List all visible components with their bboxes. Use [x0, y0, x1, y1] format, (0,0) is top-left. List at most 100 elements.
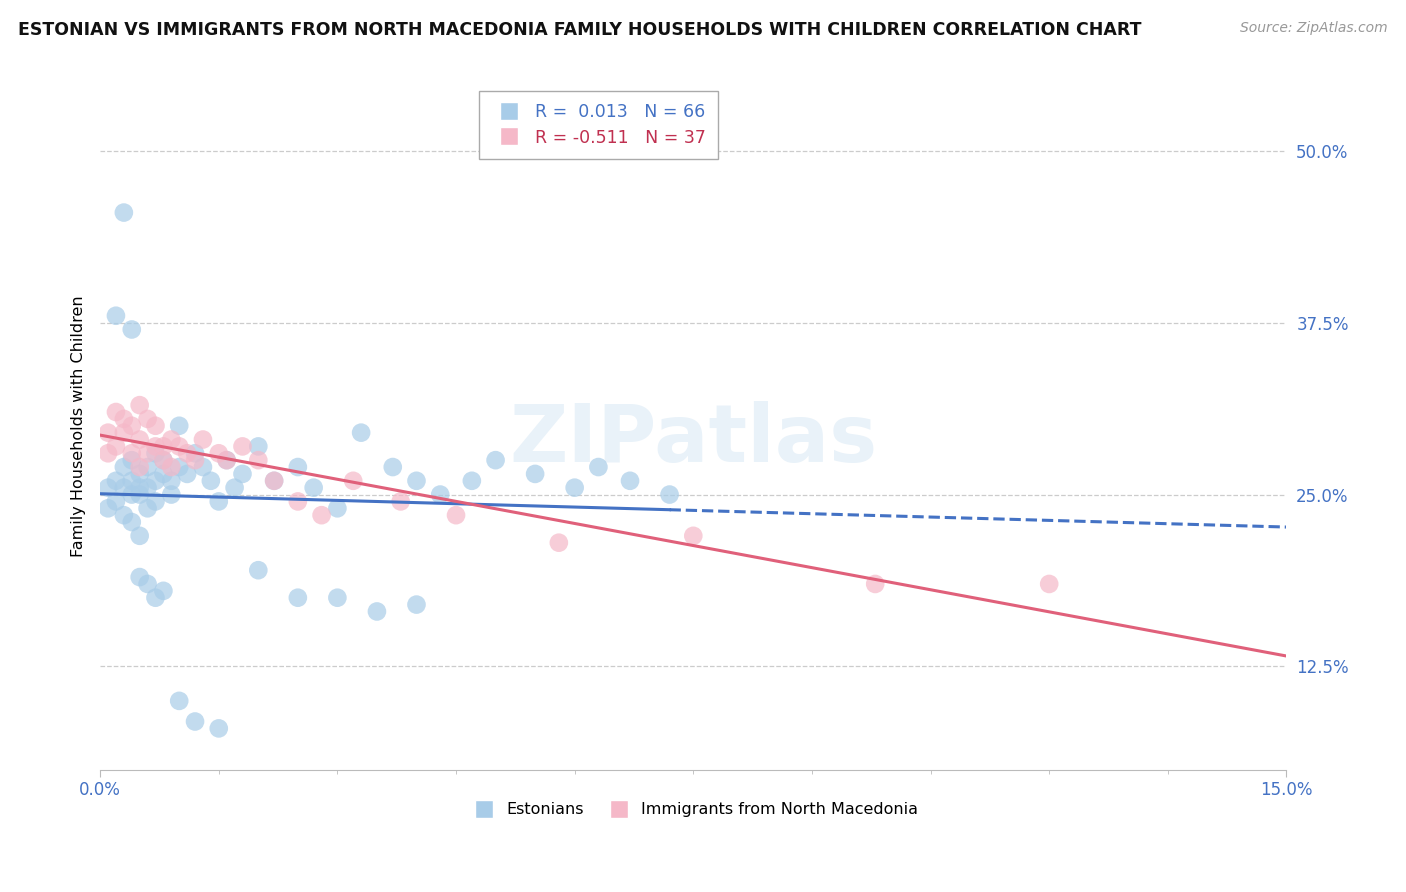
Point: [588, 460, 610, 475]
Point: [302, 481, 325, 495]
Point: [287, 494, 309, 508]
Point: [145, 494, 167, 508]
Point: [121, 453, 143, 467]
Point: [121, 418, 143, 433]
Point: [136, 481, 159, 495]
Point: [484, 453, 506, 467]
Y-axis label: Family Households with Children: Family Households with Children: [72, 295, 86, 557]
Point: [191, 433, 214, 447]
Point: [136, 412, 159, 426]
Point: [128, 529, 150, 543]
Point: [97, 481, 120, 495]
Point: [547, 535, 569, 549]
Point: [160, 460, 183, 475]
Point: [231, 439, 253, 453]
Point: [287, 591, 309, 605]
Point: [215, 453, 238, 467]
Point: [326, 591, 349, 605]
Point: [97, 501, 120, 516]
Point: [136, 446, 159, 460]
Point: [121, 322, 143, 336]
Point: [208, 446, 231, 460]
Point: [247, 439, 270, 453]
Point: [184, 714, 207, 729]
Point: [1038, 577, 1060, 591]
Point: [104, 405, 127, 419]
Point: [104, 494, 127, 508]
Point: [350, 425, 373, 440]
Point: [152, 453, 174, 467]
Point: [263, 474, 285, 488]
Point: [366, 605, 388, 619]
Point: [145, 439, 167, 453]
Point: [247, 563, 270, 577]
Point: [247, 453, 270, 467]
Point: [128, 481, 150, 495]
Point: [97, 446, 120, 460]
Point: [136, 460, 159, 475]
Point: [136, 501, 159, 516]
Point: [136, 577, 159, 591]
Point: [104, 309, 127, 323]
Point: [160, 474, 183, 488]
Point: [311, 508, 333, 523]
Point: [208, 494, 231, 508]
Legend: Estonians, Immigrants from North Macedonia: Estonians, Immigrants from North Macedon…: [461, 796, 925, 823]
Point: [121, 474, 143, 488]
Point: [112, 460, 135, 475]
Point: [97, 425, 120, 440]
Point: [263, 474, 285, 488]
Point: [389, 494, 412, 508]
Point: [112, 508, 135, 523]
Point: [167, 460, 190, 475]
Point: [145, 446, 167, 460]
Point: [287, 460, 309, 475]
Point: [405, 474, 427, 488]
Point: [184, 446, 207, 460]
Point: [121, 446, 143, 460]
Point: [145, 474, 167, 488]
Point: [342, 474, 364, 488]
Point: [167, 439, 190, 453]
Point: [112, 205, 135, 219]
Point: [167, 418, 190, 433]
Point: [128, 433, 150, 447]
Point: [112, 425, 135, 440]
Point: [128, 570, 150, 584]
Point: [128, 467, 150, 481]
Point: [176, 446, 198, 460]
Point: [152, 439, 174, 453]
Text: ESTONIAN VS IMMIGRANTS FROM NORTH MACEDONIA FAMILY HOUSEHOLDS WITH CHILDREN CORR: ESTONIAN VS IMMIGRANTS FROM NORTH MACEDO…: [18, 21, 1142, 38]
Point: [208, 722, 231, 736]
Point: [200, 474, 222, 488]
Point: [104, 439, 127, 453]
Point: [381, 460, 404, 475]
Point: [152, 453, 174, 467]
Point: [524, 467, 547, 481]
Point: [112, 481, 135, 495]
Point: [184, 453, 207, 467]
Point: [121, 487, 143, 501]
Text: ZIPatlas: ZIPatlas: [509, 401, 877, 478]
Point: [176, 467, 198, 481]
Point: [112, 412, 135, 426]
Point: [863, 577, 886, 591]
Point: [152, 583, 174, 598]
Point: [128, 460, 150, 475]
Point: [224, 481, 246, 495]
Point: [160, 433, 183, 447]
Point: [444, 508, 467, 523]
Point: [128, 398, 150, 412]
Point: [145, 591, 167, 605]
Point: [326, 501, 349, 516]
Point: [564, 481, 586, 495]
Point: [215, 453, 238, 467]
Point: [145, 418, 167, 433]
Point: [405, 598, 427, 612]
Point: [682, 529, 704, 543]
Point: [231, 467, 253, 481]
Point: [121, 515, 143, 529]
Point: [152, 467, 174, 481]
Point: [461, 474, 484, 488]
Text: Source: ZipAtlas.com: Source: ZipAtlas.com: [1240, 21, 1388, 35]
